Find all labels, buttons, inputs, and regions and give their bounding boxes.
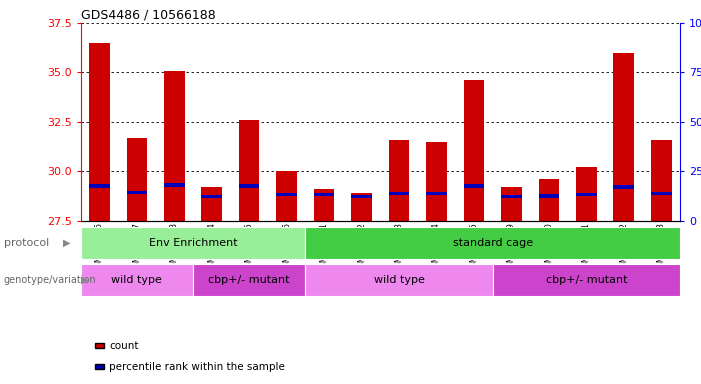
Bar bbox=[239, 184, 259, 188]
Bar bbox=[276, 171, 297, 221]
Bar bbox=[651, 140, 672, 221]
Bar bbox=[276, 192, 297, 196]
Bar bbox=[239, 120, 259, 221]
Bar bbox=[314, 192, 334, 196]
Text: standard cage: standard cage bbox=[453, 238, 533, 248]
Bar bbox=[201, 187, 222, 221]
Bar bbox=[501, 195, 522, 198]
Bar bbox=[314, 189, 334, 221]
Bar bbox=[351, 193, 372, 221]
Bar bbox=[426, 142, 447, 221]
Bar bbox=[463, 184, 484, 188]
Bar bbox=[306, 264, 493, 296]
Bar bbox=[576, 192, 597, 196]
Text: cbp+/- mutant: cbp+/- mutant bbox=[208, 275, 290, 285]
Bar bbox=[164, 71, 184, 221]
Text: wild type: wild type bbox=[111, 275, 162, 285]
Bar bbox=[126, 190, 147, 194]
Bar bbox=[193, 264, 306, 296]
Text: wild type: wild type bbox=[374, 275, 425, 285]
Text: cbp+/- mutant: cbp+/- mutant bbox=[545, 275, 627, 285]
Text: percentile rank within the sample: percentile rank within the sample bbox=[109, 362, 285, 372]
Bar bbox=[538, 195, 559, 198]
Bar bbox=[89, 43, 109, 221]
Text: protocol: protocol bbox=[4, 238, 49, 248]
Bar bbox=[201, 195, 222, 198]
Bar bbox=[81, 227, 306, 259]
Text: genotype/variation: genotype/variation bbox=[4, 275, 96, 285]
Bar bbox=[613, 53, 634, 221]
Bar bbox=[493, 264, 680, 296]
Bar bbox=[651, 192, 672, 195]
Bar bbox=[389, 140, 409, 221]
Text: count: count bbox=[109, 341, 139, 351]
Bar bbox=[81, 264, 193, 296]
Bar bbox=[351, 195, 372, 198]
Bar bbox=[306, 227, 680, 259]
Text: ▶: ▶ bbox=[63, 238, 71, 248]
Text: Env Enrichment: Env Enrichment bbox=[149, 238, 238, 248]
Text: GDS4486 / 10566188: GDS4486 / 10566188 bbox=[81, 9, 215, 22]
Bar bbox=[501, 187, 522, 221]
Bar bbox=[463, 80, 484, 221]
Bar bbox=[613, 185, 634, 189]
Bar bbox=[164, 183, 184, 187]
Bar bbox=[426, 192, 447, 195]
Bar bbox=[576, 167, 597, 221]
Bar bbox=[389, 192, 409, 195]
Bar bbox=[89, 184, 109, 188]
Text: ▶: ▶ bbox=[81, 275, 88, 285]
Bar bbox=[126, 138, 147, 221]
Bar bbox=[538, 179, 559, 221]
